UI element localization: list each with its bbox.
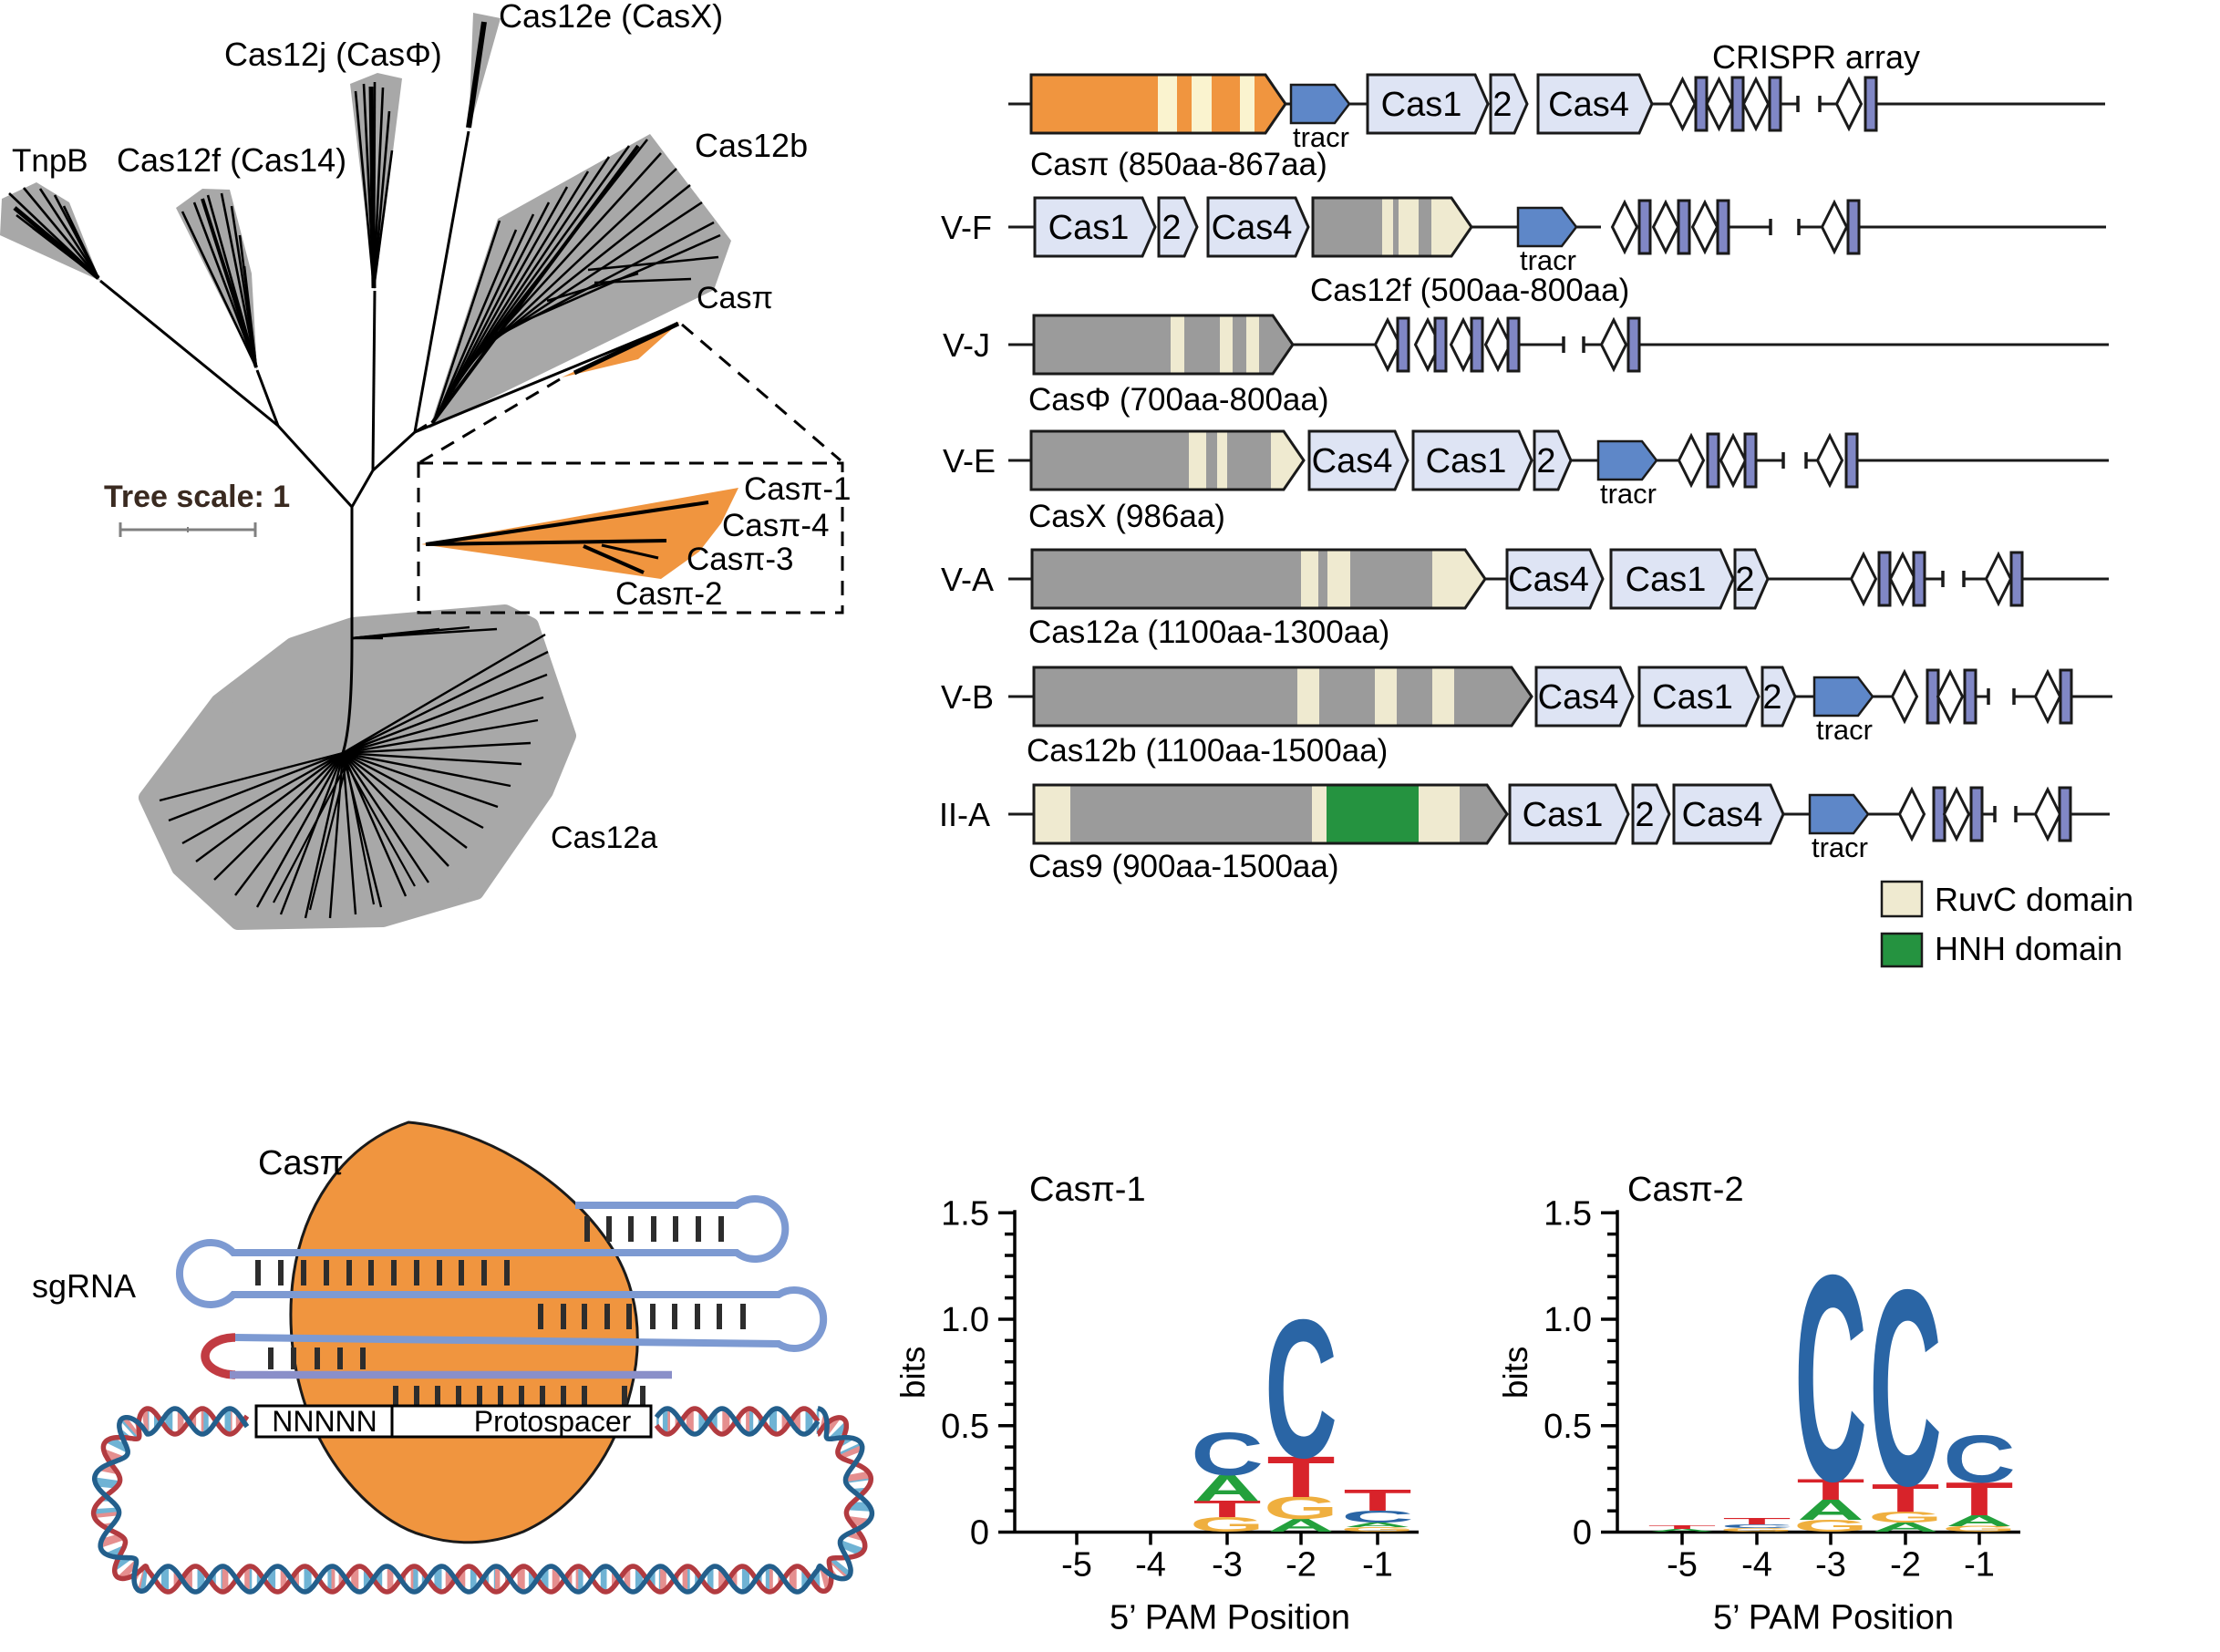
svg-text:5’ PAM Position: 5’ PAM Position: [1713, 1599, 1954, 1637]
svg-text:-4: -4: [1135, 1546, 1166, 1585]
svg-text:0: 0: [1573, 1514, 1592, 1553]
svg-text:tracr: tracr: [1600, 478, 1657, 510]
svg-text:C: C: [1191, 1420, 1264, 1489]
svg-text:-2: -2: [1286, 1546, 1317, 1585]
svg-text:Casπ-4: Casπ-4: [722, 508, 830, 543]
svg-text:-5: -5: [1667, 1546, 1698, 1585]
svg-text:C: C: [1794, 1215, 1867, 1544]
svg-text:-4: -4: [1741, 1546, 1772, 1585]
svg-text:T: T: [1647, 1524, 1716, 1530]
svg-text:Cas4: Cas4: [1312, 442, 1393, 480]
svg-text:Tree scale: 1: Tree scale: 1: [104, 480, 290, 514]
svg-text:CasX (986aa): CasX (986aa): [1028, 499, 1225, 534]
svg-text:-1: -1: [1362, 1546, 1393, 1585]
svg-text:C: C: [1943, 1421, 2016, 1497]
svg-text:Casπ-2: Casπ-2: [1627, 1171, 1744, 1209]
svg-text:tracr: tracr: [1520, 244, 1576, 276]
svg-text:C: C: [1869, 1231, 1942, 1544]
svg-text:Cas12f (Cas14): Cas12f (Cas14): [117, 141, 346, 179]
svg-text:NNNNN: NNNNN: [272, 1405, 377, 1438]
svg-text:0.5: 0.5: [1544, 1408, 1592, 1446]
svg-text:Cas12a (1100aa-1300aa): Cas12a (1100aa-1300aa): [1028, 614, 1389, 650]
svg-text:V-E: V-E: [943, 442, 996, 480]
svg-text:T: T: [1343, 1483, 1411, 1517]
svg-text:-3: -3: [1212, 1546, 1243, 1585]
svg-text:Cas4: Cas4: [1212, 209, 1293, 247]
svg-text:2: 2: [1492, 86, 1512, 124]
svg-text:Cas4: Cas4: [1508, 561, 1589, 599]
svg-text:Cas12a: Cas12a: [551, 821, 657, 855]
svg-text:Cas1: Cas1: [1048, 209, 1130, 247]
svg-text:-2: -2: [1890, 1546, 1921, 1585]
svg-text:2: 2: [1536, 442, 1555, 480]
svg-text:Cas1: Cas1: [1652, 678, 1733, 717]
svg-text:Cas12b (1100aa-1500aa): Cas12b (1100aa-1500aa): [1027, 733, 1388, 769]
svg-text:bits: bits: [1497, 1347, 1534, 1399]
svg-text:Cas12e (CasX): Cas12e (CasX): [499, 0, 723, 35]
svg-text:Cas4: Cas4: [1548, 86, 1629, 124]
svg-text:2: 2: [1162, 209, 1181, 247]
svg-text:2: 2: [1635, 796, 1654, 834]
svg-text:Cas1: Cas1: [1523, 796, 1604, 834]
svg-text:sgRNA: sgRNA: [32, 1267, 136, 1305]
svg-text:V-B: V-B: [941, 678, 994, 716]
svg-text:II-A: II-A: [939, 796, 990, 833]
svg-text:Cas1: Cas1: [1426, 442, 1507, 480]
svg-text:Cas12j (CasΦ): Cas12j (CasΦ): [224, 36, 442, 73]
svg-text:Cas1: Cas1: [1626, 561, 1707, 599]
svg-text:TnpB: TnpB: [12, 143, 88, 179]
svg-text:V-A: V-A: [941, 561, 994, 598]
svg-text:-3: -3: [1815, 1546, 1846, 1585]
svg-text:Cas4: Cas4: [1538, 678, 1619, 717]
svg-text:-5: -5: [1061, 1546, 1092, 1585]
svg-text:C: C: [1265, 1279, 1337, 1500]
svg-text:Cas12b: Cas12b: [695, 127, 808, 164]
svg-text:1.0: 1.0: [941, 1301, 989, 1339]
svg-text:bits: bits: [894, 1347, 932, 1399]
svg-text:1.5: 1.5: [941, 1194, 989, 1233]
svg-text:Casπ-1: Casπ-1: [1029, 1171, 1146, 1209]
svg-text:CRISPR array: CRISPR array: [1712, 38, 1920, 76]
svg-text:Cas1: Cas1: [1381, 86, 1462, 124]
svg-text:Casπ-3: Casπ-3: [687, 542, 794, 577]
svg-text:2: 2: [1762, 678, 1781, 717]
svg-text:Casπ: Casπ: [697, 281, 773, 315]
svg-text:5’ PAM Position: 5’ PAM Position: [1110, 1599, 1350, 1637]
svg-text:1.5: 1.5: [1544, 1194, 1592, 1233]
svg-text:CasΦ (700aa-800aa): CasΦ (700aa-800aa): [1028, 382, 1329, 418]
svg-text:Casπ-1: Casπ-1: [744, 471, 852, 507]
svg-text:tracr: tracr: [1816, 714, 1873, 746]
svg-text:HNH domain: HNH domain: [1935, 930, 2122, 967]
svg-text:Cas12f (500aa-800aa): Cas12f (500aa-800aa): [1310, 273, 1629, 308]
svg-text:Protospacer: Protospacer: [474, 1405, 632, 1438]
svg-text:T: T: [1722, 1516, 1791, 1526]
svg-text:0.5: 0.5: [941, 1408, 989, 1446]
svg-text:RuvC domain: RuvC domain: [1935, 881, 2133, 918]
svg-text:Casπ (850aa-867aa): Casπ (850aa-867aa): [1030, 147, 1327, 182]
svg-text:0: 0: [970, 1514, 989, 1553]
svg-text:V-F: V-F: [941, 209, 992, 246]
svg-text:-1: -1: [1964, 1546, 1995, 1585]
svg-text:Cas4: Cas4: [1682, 796, 1763, 834]
svg-text:V-J: V-J: [943, 326, 990, 364]
svg-text:1.0: 1.0: [1544, 1301, 1592, 1339]
svg-text:Casπ: Casπ: [258, 1144, 344, 1182]
svg-text:Casπ-2: Casπ-2: [615, 576, 723, 612]
svg-text:Cas9 (900aa-1500aa): Cas9 (900aa-1500aa): [1028, 849, 1339, 884]
svg-text:2: 2: [1735, 561, 1754, 599]
svg-text:tracr: tracr: [1812, 831, 1868, 863]
